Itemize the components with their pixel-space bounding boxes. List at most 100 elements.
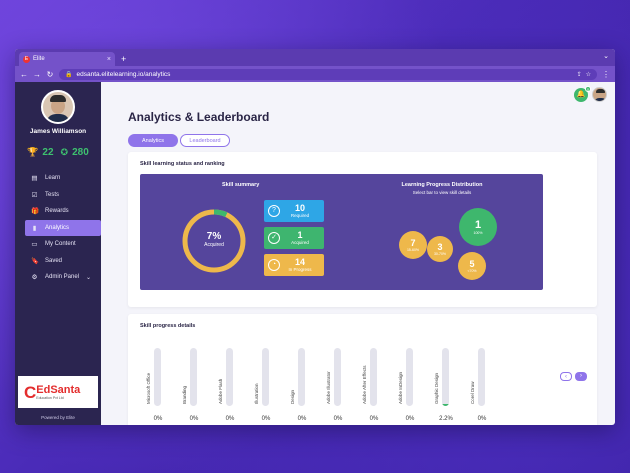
avatar-face [51,98,65,114]
skill-progress-card: Skill progress details Microsoft Office 0… [128,314,597,425]
close-icon[interactable]: × [106,55,111,63]
sidebar-item-rewards[interactable]: 🎁 Rewards [15,203,101,220]
bar-track [334,348,341,406]
stat-text: 1 Acquired [280,230,320,246]
address-bar: ← → ↻ 🔒 edsanta.elitelearning.io/analyti… [15,66,615,82]
avatar-body [594,98,606,101]
user-name: James Williamson [29,128,87,135]
sidebar-item-learn[interactable]: ▤ Learn [15,170,101,187]
required-stat[interactable]: ? 10 Required [264,200,324,222]
tab-title: Elite [33,56,45,62]
brand-logo: C EdSanta Education Pvt Ltd [18,376,98,408]
skill-value: 0% [297,416,307,422]
tab-leaderboard[interactable]: Leaderboard [180,134,230,147]
skill-value: 0% [477,416,487,422]
url-text: edsanta.elitelearning.io/analytics [76,70,171,78]
back-icon[interactable]: ← [20,69,28,79]
acquired-label: Acquired [204,242,224,248]
gift-icon: 🎁 [31,208,40,216]
lock-icon: 🔒 [65,71,73,78]
sidebar-item-analytics[interactable]: ▮ Analytics [25,219,101,236]
pie-icon: ◔ [268,259,280,271]
chevron-down-icon: ⌄ [86,274,92,281]
new-tab-icon[interactable]: + [121,54,127,64]
notification-button[interactable]: 🔔 0 [574,85,591,102]
sidebar: James Williamson 🏆 22 ✪ 280 ▤ Learn ☑ Te… [15,82,101,425]
avatar[interactable] [41,90,75,124]
bar-track [406,348,413,406]
sidebar-item-label: Analytics [45,224,70,231]
bar-track [262,348,269,406]
distribution-title: Learning Progress Distribution [401,182,483,188]
skill-value: 0% [369,416,379,422]
reload-icon[interactable]: ↻ [46,69,54,79]
menu-icon[interactable]: ⋮ [602,69,610,79]
brand-mark: C [24,382,37,402]
skill-name: Adobe Illustrator [326,371,331,404]
check-icon: ✓ [268,232,280,244]
sidebar-item-my-content[interactable]: ▭ My Content [15,236,101,253]
next-button[interactable]: › [575,372,587,381]
bookmark-icon: 🔖 [31,257,40,265]
skill-name: Adobe Flash [218,378,223,404]
tab-analytics[interactable]: Analytics [128,134,178,147]
distribution-bubble[interactable]: 7 15-60% [399,231,427,259]
bubble-label: 30-70% [433,251,447,256]
bar-fill [442,404,449,406]
skill-panel: Skill summary 7% Acquired ? 10 Required [140,174,543,290]
distribution-bubble[interactable]: 5 <70% [458,252,486,280]
skill-name: Adobe InDesign [398,371,403,404]
card-title: Skill progress details [140,323,196,329]
in-progress-stat[interactable]: ◔ 14 In Progress [264,254,324,276]
avatar-hair [50,95,66,102]
sidebar-item-label: My Content [45,241,76,248]
skill-summary-title: Skill summary [222,182,260,188]
stat-value: 14 [294,257,305,267]
star-icon[interactable]: ☆ [585,71,591,78]
sidebar-item-label: Saved [45,257,63,264]
acquired-stat[interactable]: ✓ 1 Acquired [264,227,324,249]
star-icon: ✪ [60,147,69,157]
browser-tab[interactable]: E Elite × [19,52,115,66]
skill-value: 0% [261,416,271,422]
main-content: 🔔 0 Analytics & Leaderboard Analytics Le… [101,82,615,425]
bubble-label: 100% [473,230,483,235]
url-field[interactable]: 🔒 edsanta.elitelearning.io/analytics ⇪ ☆ [59,68,597,80]
brand-sub: Education Pvt Ltd [36,395,64,400]
skill-name: Microsoft Office [146,372,151,404]
sidebar-item-saved[interactable]: 🔖 Saved [15,253,101,270]
stat-text: 14 In Progress [280,257,320,273]
sidebar-item-tests[interactable]: ☑ Tests [15,187,101,204]
chevron-down-icon[interactable]: ⌄ [603,53,609,60]
book-icon: ▤ [31,175,38,183]
acquired-percent: 7% [206,231,222,242]
bubble-value: 7 [410,237,416,248]
checkbox-icon: ☑ [31,191,38,199]
sidebar-item-admin-panel[interactable]: ⚙ Admin Panel ⌄ [15,269,101,286]
header-actions: 🔔 0 [574,85,607,102]
stat-value: 1 [297,230,303,240]
skill-progress-bars: Microsoft Office 0% Branding 0% Adobe Flash 0… [146,348,508,424]
skill-name: Corel Draw [470,381,475,404]
bar-track [370,348,377,406]
question-icon: ? [268,205,280,217]
stat-label: Acquired [291,240,309,245]
distribution-bubble[interactable]: 3 30-70% [427,236,453,262]
skill-value: 2.2% [439,416,453,422]
bar-track [478,348,485,406]
share-icon[interactable]: ⇪ [576,71,582,78]
sidebar-item-label: Admin Panel [45,274,80,281]
ring-progress [182,209,246,273]
bar-track [190,348,197,406]
distribution-bubble[interactable]: 1 100% [459,208,497,246]
bubble-value: 5 [469,258,475,269]
distribution-subtitle: Select bar to view skill details [412,190,472,195]
profile-avatar[interactable] [592,87,607,102]
forward-icon[interactable]: → [33,69,41,79]
skill-value: 0% [333,416,343,422]
bubble-value: 1 [474,218,482,231]
prev-button[interactable]: ‹ [560,372,572,381]
skill-value: 0% [405,416,415,422]
skill-name: Illustration [254,383,259,404]
sidebar-item-label: Learn [45,175,61,182]
